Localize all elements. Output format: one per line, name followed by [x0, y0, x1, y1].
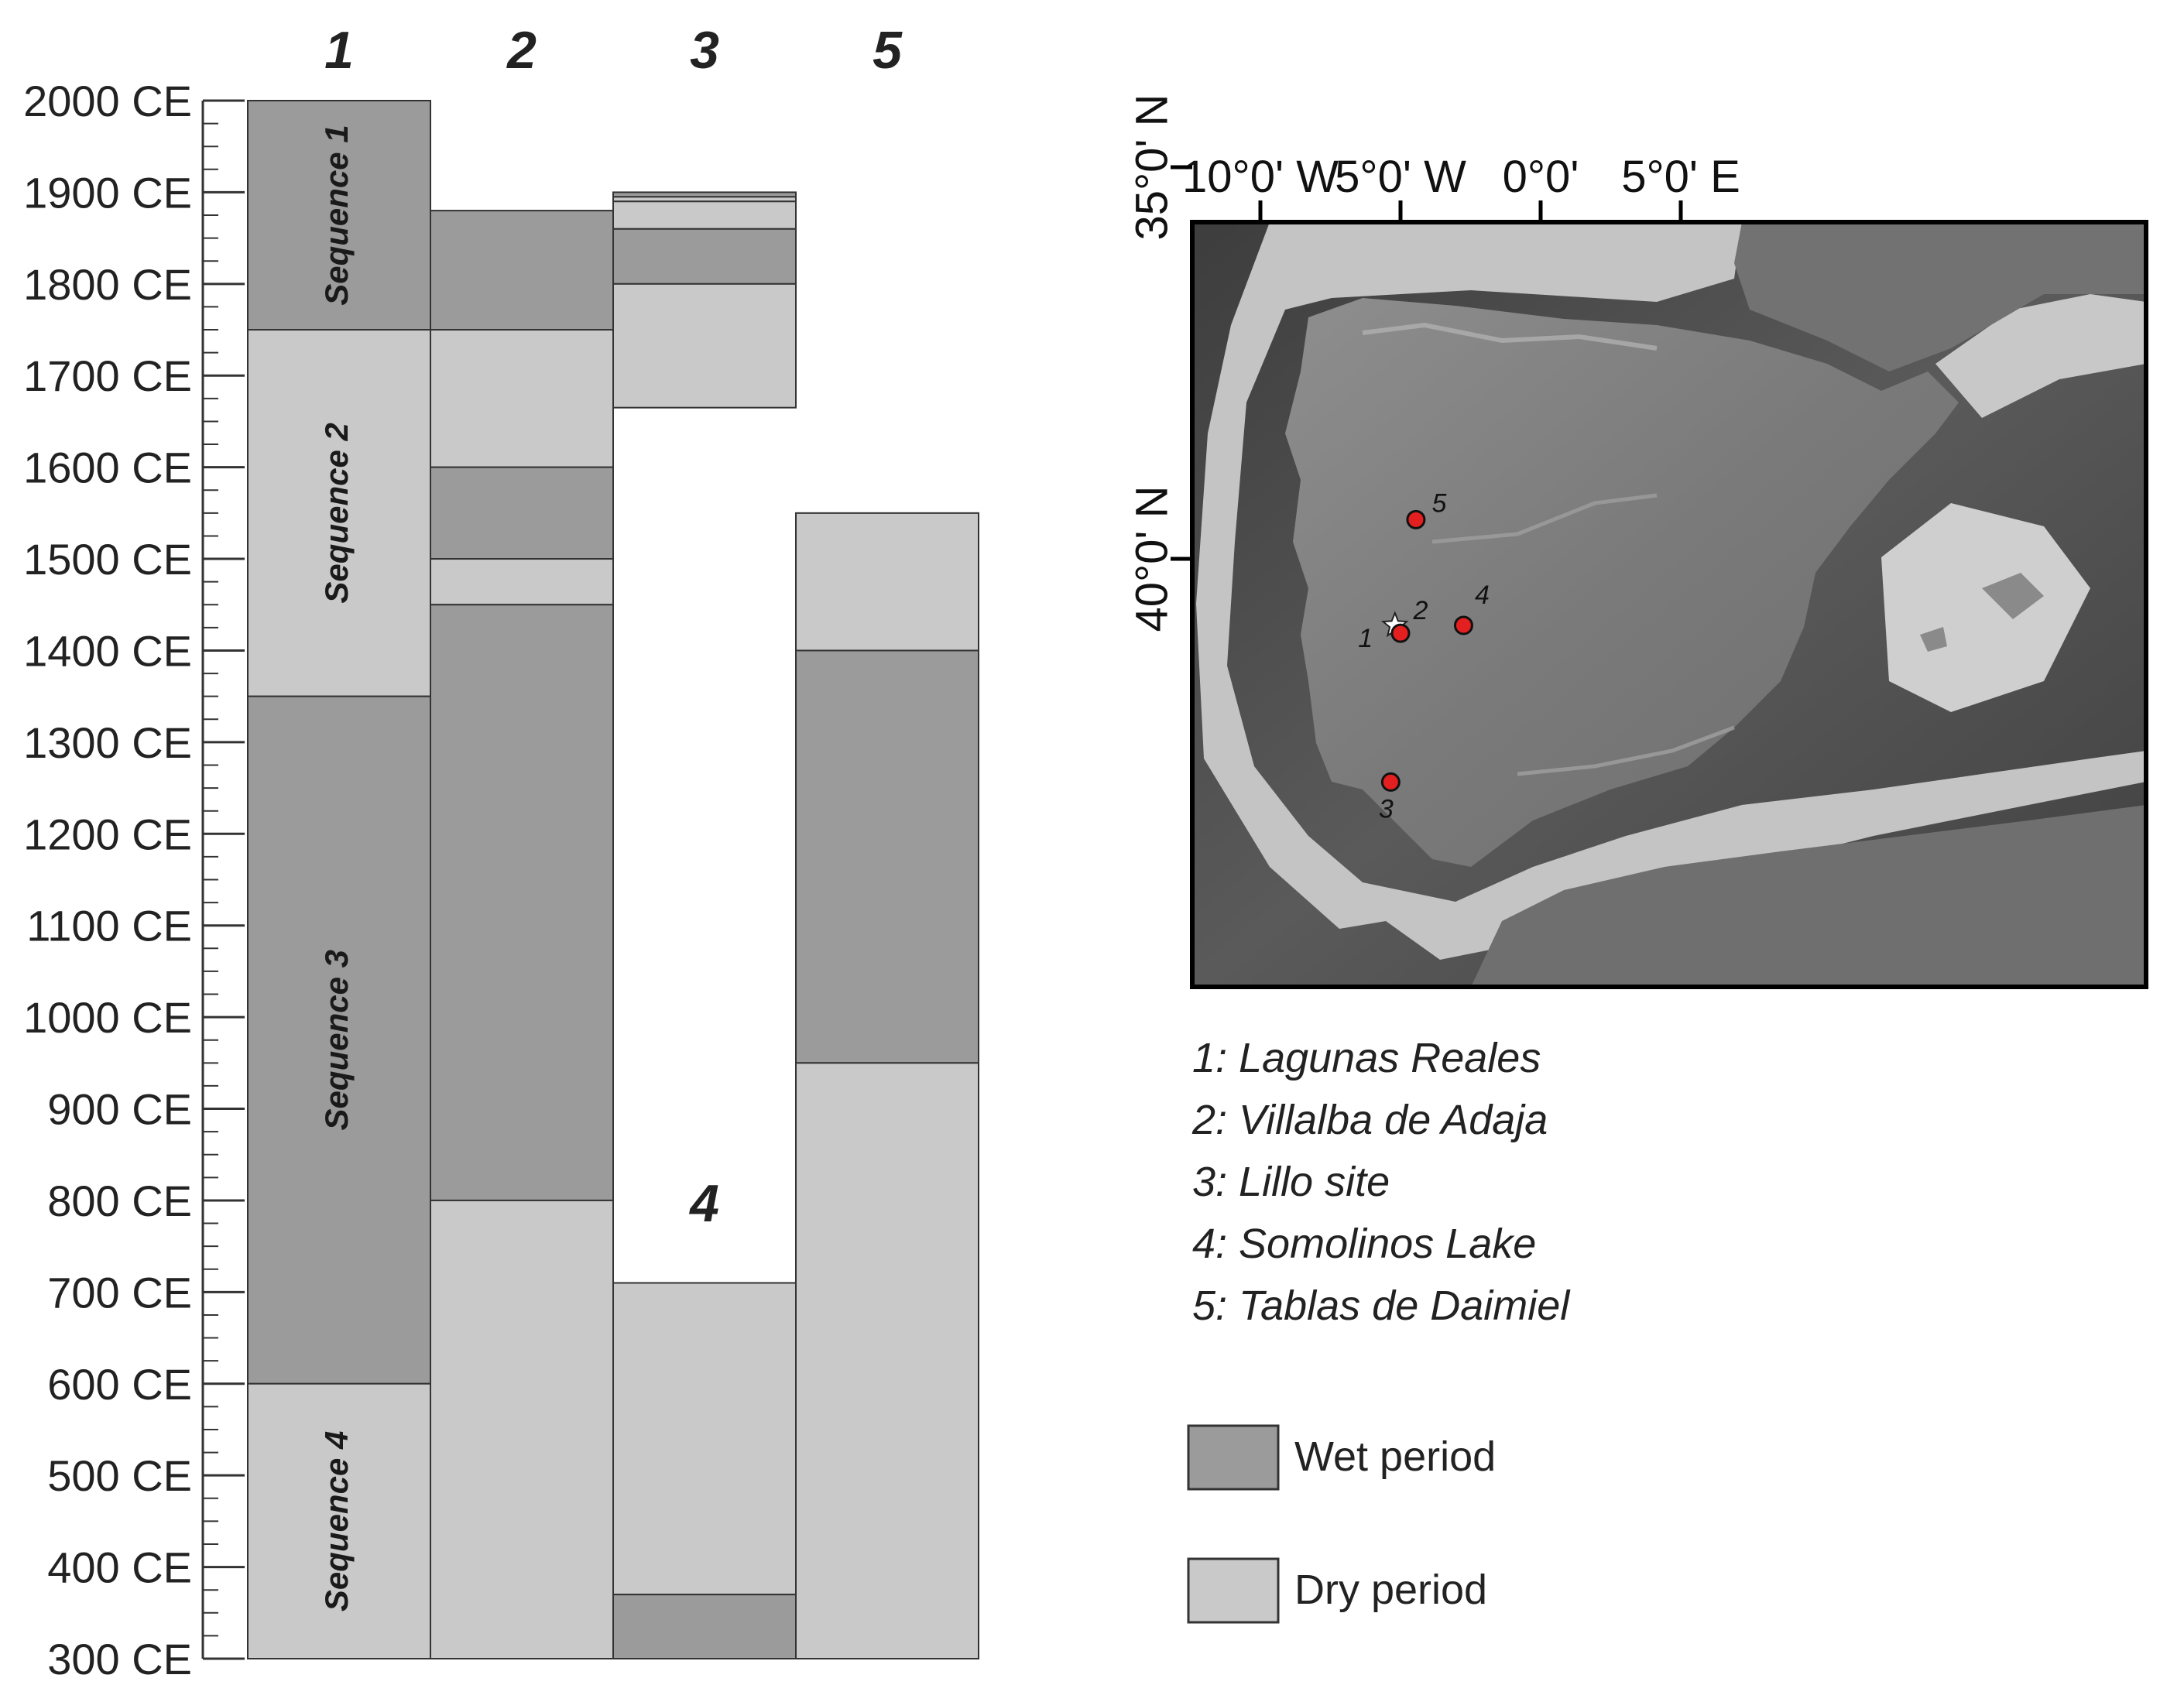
relief-north — [1362, 322, 1658, 351]
year-label: 500 CE — [47, 1451, 192, 1500]
period-bar-3-dry — [612, 200, 797, 230]
site-number-label: 1 — [1358, 624, 1373, 653]
year-label: 1600 CE — [23, 444, 192, 492]
relief-central — [1431, 493, 1658, 544]
site-number-label: 4 — [1475, 581, 1490, 610]
longitude-label: 10°0' W — [1182, 152, 1339, 202]
period-bar-5-dry — [795, 1062, 979, 1659]
column-header-5: 5 — [873, 21, 903, 80]
sequence-label: Sequence 4 — [318, 1431, 355, 1611]
site-marker — [1406, 509, 1426, 529]
longitude-label: 5°0' W — [1335, 152, 1466, 202]
period-bar-2-dry — [430, 558, 614, 606]
year-label: 1800 CE — [23, 260, 192, 309]
year-axis: 2000 CE 1900 CE 1800 CE 1700 CE 1600 CE 1500 … — [23, 77, 245, 1683]
year-label: 2000 CE — [23, 77, 192, 125]
site-list-item: 4: Somolinos Lake — [1192, 1221, 1536, 1267]
climate-periods-chart: 1 2 3 5 2000 CE 1900 CE 1800 CE 1700 CE 1600 CE… — [23, 21, 979, 1683]
year-label: 1100 CE — [26, 902, 192, 950]
column-header-3: 3 — [690, 21, 719, 80]
site-marker — [1390, 623, 1411, 643]
column-header-2: 2 — [506, 21, 537, 80]
year-label: 1500 CE — [23, 535, 192, 584]
sequence-label: Sequence 2 — [318, 423, 355, 603]
france — [1734, 222, 2146, 372]
longitude-label: 5°0' E — [1621, 152, 1740, 202]
map-graticule-labels: 10°0' W5°0' W 0°0' 5°0' E 40°0' N 35°0' N — [1126, 94, 1740, 632]
balearic-shelf — [1881, 503, 2090, 712]
site-list-item: 1: Lagunas Reales — [1192, 1035, 1541, 1081]
year-label: 300 CE — [47, 1635, 192, 1683]
period-bar-4-dry — [612, 1282, 797, 1596]
period-bar-1-wet — [247, 695, 431, 1385]
site-marker — [1453, 615, 1473, 635]
legend-swatch — [1187, 1557, 1280, 1624]
latitude-label: 40°0' N — [1126, 485, 1177, 632]
period-bar-2-dry — [430, 1199, 614, 1659]
year-label: 600 CE — [47, 1360, 192, 1409]
site-number-label: 5 — [1431, 488, 1446, 518]
year-label: 700 CE — [47, 1268, 192, 1317]
continental-shelf — [1196, 222, 2146, 960]
ibiza — [1920, 627, 1947, 652]
site-list-item: 3: Lillo site — [1192, 1159, 1390, 1205]
period-bar-1-dry — [247, 329, 431, 697]
period-bar-3-wet — [612, 228, 797, 285]
period-bar-2-wet — [430, 604, 614, 1201]
period-bar-2-wet — [430, 466, 614, 560]
gulf-of-lion-shelf — [1935, 294, 2146, 418]
year-label: 1900 CE — [23, 168, 192, 217]
legend-swatch — [1187, 1424, 1280, 1491]
period-bar-1-wet — [247, 100, 431, 331]
period-bar-5-wet — [795, 649, 979, 1064]
latitude-label: 35°0' N — [1126, 94, 1177, 240]
year-label: 1200 CE — [23, 810, 192, 858]
site-number-label: 3 — [1379, 794, 1394, 824]
period-bar-3-dry — [612, 283, 797, 409]
sequence-label: Sequence 1 — [318, 125, 355, 305]
period-bar-2-dry — [430, 329, 614, 468]
year-label: 1000 CE — [23, 993, 192, 1042]
year-label: 400 CE — [47, 1543, 192, 1592]
map-frame — [1190, 220, 2148, 989]
period-bar-4-wet — [612, 1594, 797, 1660]
period-bar-2-wet — [430, 210, 614, 331]
iberian-peninsula — [1285, 298, 1959, 867]
site-list: 1: Lagunas Reales 2: Villalba de Adaja 3: … — [1191, 1035, 1571, 1329]
site-number-label: 2 — [1413, 596, 1428, 625]
column-headers: 1 2 3 5 — [324, 21, 903, 80]
legend: Wet period Dry period — [1187, 1424, 1496, 1624]
column-header-4: 4 — [688, 1174, 719, 1233]
column-header-1: 1 — [324, 21, 354, 80]
year-label: 800 CE — [47, 1176, 192, 1225]
year-label: 1300 CE — [23, 718, 192, 767]
site-list-item: 2: Villalba de Adaja — [1191, 1097, 1548, 1143]
period-bar-1-dry — [247, 1382, 431, 1659]
mallorca — [1982, 573, 2044, 619]
site-marker — [1380, 772, 1401, 792]
relief-south — [1517, 725, 1735, 776]
map-sites: 1 2 3 4 5 — [1358, 488, 1490, 824]
site-list-item: 5: Tablas de Daimiel — [1192, 1283, 1571, 1329]
longitude-label: 0°0' — [1503, 152, 1579, 202]
period-bar-5-dry — [795, 512, 979, 652]
legend-label: Wet period — [1294, 1433, 1496, 1480]
year-label: 1400 CE — [23, 626, 192, 675]
sequence-label: Sequence 3 — [318, 950, 355, 1130]
iberia-map: 10°0' W5°0' W 0°0' 5°0' E 40°0' N 35°0' N 1 2… — [1126, 94, 2148, 989]
legend-label: Dry period — [1294, 1567, 1487, 1613]
year-label: 900 CE — [47, 1085, 192, 1134]
period-bars: Sequence 1 Sequence 2 Sequence 3 Sequence 4 — [247, 100, 979, 1660]
north-africa — [1471, 805, 2146, 987]
year-label: 1700 CE — [23, 351, 192, 400]
